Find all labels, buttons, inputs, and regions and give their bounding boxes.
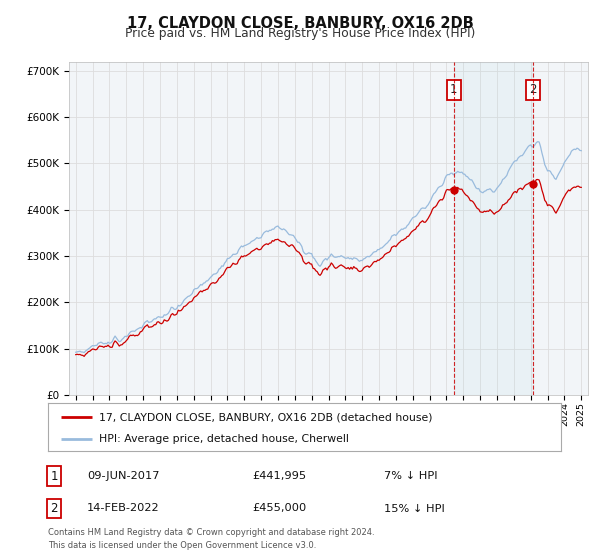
- Text: 17, CLAYDON CLOSE, BANBURY, OX16 2DB: 17, CLAYDON CLOSE, BANBURY, OX16 2DB: [127, 16, 473, 31]
- Text: £455,000: £455,000: [252, 503, 306, 514]
- Text: 14-FEB-2022: 14-FEB-2022: [87, 503, 160, 514]
- Text: 17, CLAYDON CLOSE, BANBURY, OX16 2DB (detached house): 17, CLAYDON CLOSE, BANBURY, OX16 2DB (de…: [100, 413, 433, 422]
- Text: 7% ↓ HPI: 7% ↓ HPI: [384, 471, 437, 481]
- Text: £441,995: £441,995: [252, 471, 306, 481]
- Text: 2: 2: [50, 502, 58, 515]
- Bar: [454, 62, 533, 395]
- Text: Price paid vs. HM Land Registry's House Price Index (HPI): Price paid vs. HM Land Registry's House …: [125, 27, 475, 40]
- Text: 1: 1: [50, 469, 58, 483]
- Text: 1: 1: [450, 83, 458, 96]
- Text: 15% ↓ HPI: 15% ↓ HPI: [384, 503, 445, 514]
- Text: 09-JUN-2017: 09-JUN-2017: [87, 471, 160, 481]
- Text: 2: 2: [529, 83, 536, 96]
- Text: Contains HM Land Registry data © Crown copyright and database right 2024.
This d: Contains HM Land Registry data © Crown c…: [48, 529, 374, 550]
- Text: HPI: Average price, detached house, Cherwell: HPI: Average price, detached house, Cher…: [100, 434, 349, 444]
